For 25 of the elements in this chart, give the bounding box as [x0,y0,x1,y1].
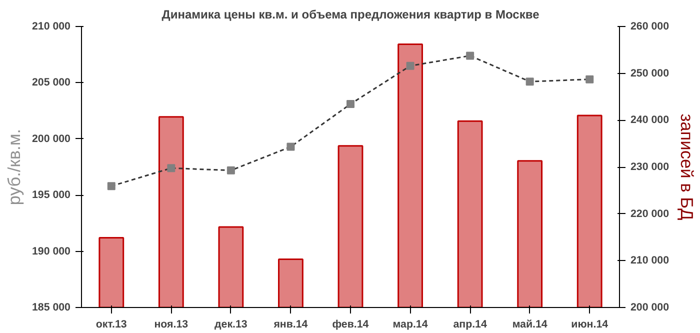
x-tick-label: дек.13 [214,318,248,330]
y-tick-label: 200 000 [32,132,71,145]
y2-tick-label: 200 000 [630,302,670,314]
y2-tick-label: 240 000 [630,114,670,126]
y2-tick-label: 230 000 [630,161,670,173]
x-tick-label: апр.14 [453,318,487,330]
x-tick-label: янв.14 [274,318,308,330]
y-tick-label: 185 000 [32,302,71,314]
x-tick-label: мар.14 [392,318,428,330]
y-tick-label: 210 000 [32,20,71,32]
x-tick-label: окт.13 [96,318,127,330]
x-tick-label: май.14 [512,318,548,330]
y-tick-label: 190 000 [32,245,71,258]
y-tick-label: 205 000 [32,76,71,89]
y2-axis-title: записей в БД [677,114,698,221]
y2-tick-label: 220 000 [630,208,670,220]
y2-tick-label: 250 000 [630,67,670,80]
x-tick-label: ноя.13 [154,318,188,330]
y2-tick-label: 210 000 [630,254,670,267]
y2-tick-label: 260 000 [630,20,670,32]
y-tick-label: 195 000 [32,189,71,202]
x-tick-label: фев.14 [332,318,369,330]
x-tick-label: июн.14 [571,318,608,330]
chart-title: Динамика цены кв.м. и объема предложения квартир в Москве [162,8,540,22]
y-axis-title: руб./кв.м. [4,128,24,206]
